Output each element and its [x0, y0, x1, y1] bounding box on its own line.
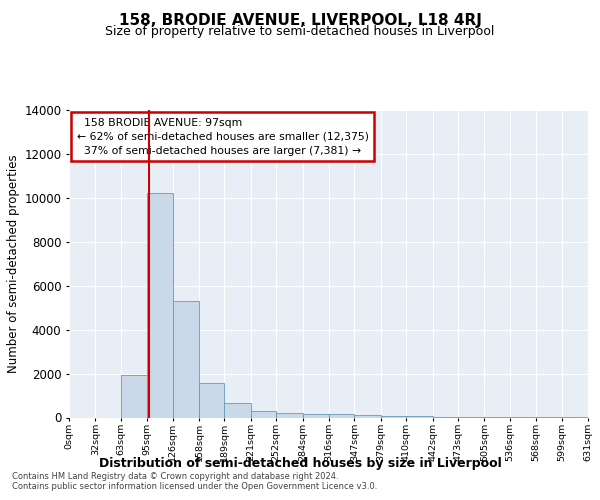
Bar [433, 417, 458, 418]
Text: Distribution of semi-detached houses by size in Liverpool: Distribution of semi-detached houses by … [98, 458, 502, 470]
Bar [302, 414, 329, 418]
Bar [355, 416, 381, 418]
Bar [251, 411, 276, 418]
Bar [329, 414, 355, 418]
Text: 158, BRODIE AVENUE, LIVERPOOL, L18 4RJ: 158, BRODIE AVENUE, LIVERPOOL, L18 4RJ [119, 12, 481, 28]
Bar [381, 416, 406, 418]
Y-axis label: Number of semi-detached properties: Number of semi-detached properties [7, 154, 20, 373]
Bar [276, 413, 302, 418]
Bar [406, 416, 433, 418]
Text: Contains public sector information licensed under the Open Government Licence v3: Contains public sector information licen… [12, 482, 377, 491]
Bar [121, 374, 147, 418]
Bar [199, 383, 224, 418]
Text: Contains HM Land Registry data © Crown copyright and database right 2024.: Contains HM Land Registry data © Crown c… [12, 472, 338, 481]
Text: 158 BRODIE AVENUE: 97sqm
← 62% of semi-detached houses are smaller (12,375)
  37: 158 BRODIE AVENUE: 97sqm ← 62% of semi-d… [77, 118, 369, 156]
Bar [224, 403, 251, 417]
Bar [173, 301, 199, 418]
Text: Size of property relative to semi-detached houses in Liverpool: Size of property relative to semi-detach… [106, 25, 494, 38]
Bar [147, 194, 173, 418]
